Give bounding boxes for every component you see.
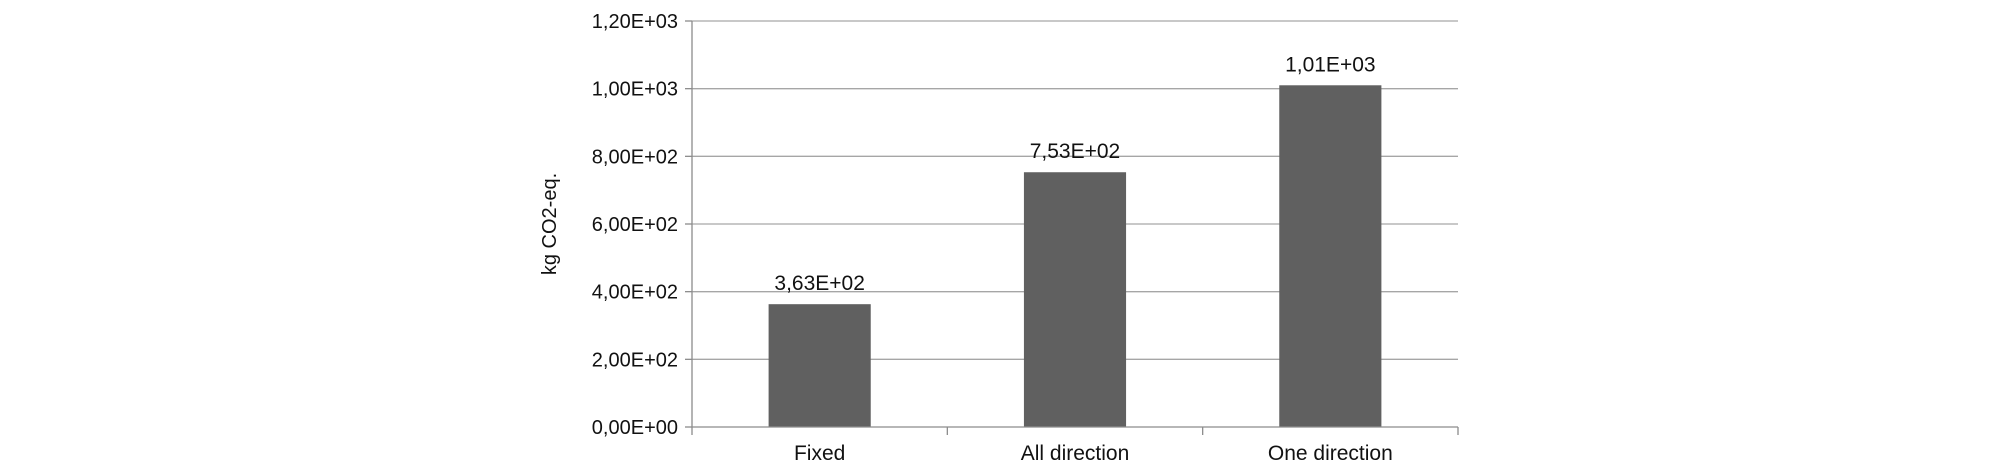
y-tick-label: 1,00E+03: [592, 79, 678, 101]
y-tick-label: 1,20E+03: [592, 11, 678, 33]
bar-value-label: 3,63E+02: [774, 272, 865, 295]
y-tick-label: 8,00E+02: [592, 146, 678, 168]
y-tick-label: 2,00E+02: [592, 349, 678, 371]
bar: [768, 304, 871, 427]
bar-value-label: 7,53E+02: [1030, 140, 1121, 163]
labels: 0,00E+00 2,00E+02 4,00E+02 6,00E+02 8,00E+02…: [592, 11, 1393, 465]
x-category-label: One direction: [1268, 442, 1393, 465]
y-tick-label: 4,00E+02: [592, 282, 678, 304]
y-tick-label: 0,00E+00: [592, 417, 678, 439]
bars: [768, 85, 1382, 428]
axes: [685, 20, 1459, 435]
y-axis-title: kg CO2-eq.: [539, 173, 561, 275]
bar-value-label: 1,01E+03: [1285, 53, 1376, 76]
bar: [1023, 172, 1127, 427]
y-tick-label: 6,00E+02: [592, 214, 678, 236]
x-category-label: All direction: [1021, 442, 1130, 465]
x-category-label: Fixed: [794, 442, 845, 465]
bar: [1279, 85, 1382, 428]
